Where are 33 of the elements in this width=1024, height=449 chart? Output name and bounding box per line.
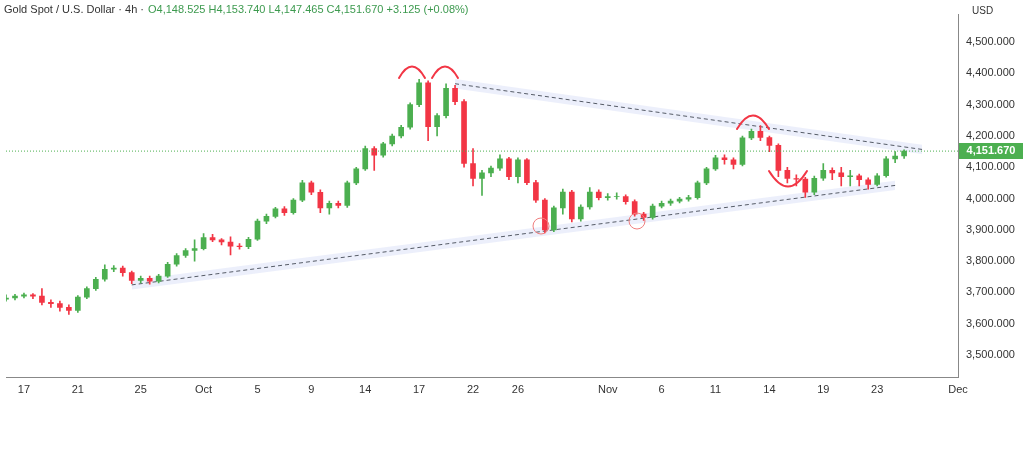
y-tick-label: 3,500.000 xyxy=(966,347,1015,360)
x-tick-label: 17 xyxy=(17,383,31,396)
y-axis-title: USD xyxy=(972,4,994,16)
x-tick-label: 22 xyxy=(466,383,480,396)
x-tick-label: 25 xyxy=(134,383,147,396)
y-tick-label: 4,500.000 xyxy=(966,35,1015,48)
y-tick-label: 4,400.000 xyxy=(966,66,1015,79)
ref-line-label: 4,151.670 xyxy=(966,144,1016,157)
x-tick-label: 9 xyxy=(308,383,315,396)
y-tick-label: 4,200.000 xyxy=(966,129,1015,142)
x-tick-label: 23 xyxy=(871,383,884,396)
x-tick-label: 5 xyxy=(254,383,261,396)
x-tick-label: 26 xyxy=(511,383,525,396)
y-tick-label: 3,600.000 xyxy=(966,316,1015,329)
x-tick-label: 17 xyxy=(413,383,426,396)
x-tick-label: 14 xyxy=(763,383,776,396)
x-tick-label: Nov xyxy=(597,383,619,396)
chart-subtitle: O4,148.525 H4,153.740 L4,147.465 C4,151.670 +3.125 (+0.08%) xyxy=(148,3,469,15)
x-tick-label: 14 xyxy=(359,383,372,396)
y-tick-label: 3,900.000 xyxy=(966,222,1015,235)
x-tick-label: 6 xyxy=(658,383,665,396)
y-tick-label: 4,300.000 xyxy=(966,97,1015,110)
x-tick-label: 21 xyxy=(71,383,84,396)
x-tick-label: 11 xyxy=(709,383,722,396)
candlestick xyxy=(613,192,620,200)
y-tick-label: 4,100.000 xyxy=(966,160,1015,173)
y-tick-label: 3,700.000 xyxy=(966,285,1015,298)
y-tick-label: 4,000.000 xyxy=(966,191,1015,204)
x-tick-label: 19 xyxy=(817,383,830,396)
x-tick-label: Dec xyxy=(948,383,969,396)
y-tick-label: 3,800.000 xyxy=(966,254,1015,267)
x-tick-label: Oct xyxy=(195,383,213,396)
chart-title: Gold Spot / U.S. Dollar · 4h · xyxy=(4,3,144,15)
